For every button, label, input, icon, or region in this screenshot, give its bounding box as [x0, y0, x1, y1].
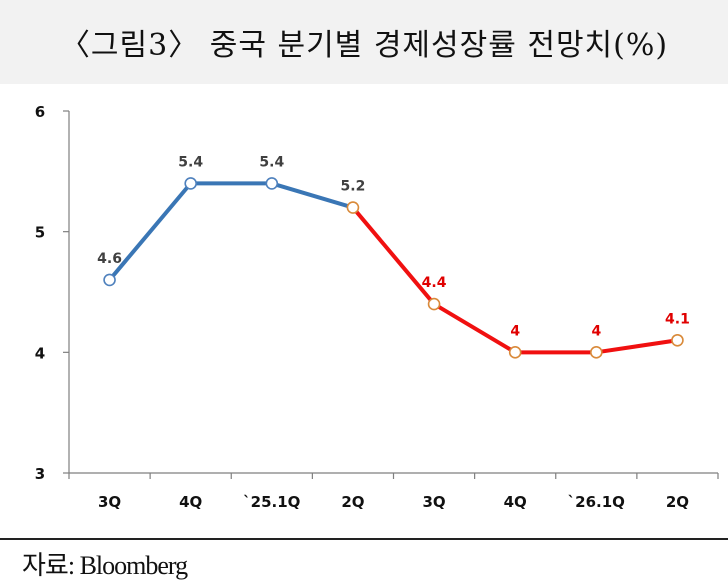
x-tick-label: 3Q — [422, 493, 445, 511]
y-tick-label: 5 — [35, 224, 45, 242]
title-bar: 〈그림3〉 중국 분기별 경제성장률 전망치(%) — [0, 0, 728, 84]
data-label: 5.4 — [178, 154, 203, 170]
x-tick-label: 4Q — [179, 493, 202, 511]
footer-divider — [0, 538, 728, 540]
history-series-line — [108, 181, 354, 282]
y-tick-label: 6 — [35, 103, 45, 121]
data-label: 4 — [510, 323, 520, 339]
axes: 3 4 5 6 3Q 4Q `25.1Q 2Q 3Q 4Q `26.1Q 2Q — [35, 103, 719, 511]
data-label: 5.2 — [341, 179, 366, 195]
line-chart: 3 4 5 6 3Q 4Q `25.1Q 2Q 3Q 4Q `26.1Q 2Q 4.6 5.4 5.4 5.… — [35, 103, 719, 511]
y-tick-label: 4 — [35, 344, 45, 362]
data-point — [427, 297, 441, 311]
data-label: 4.4 — [422, 275, 447, 291]
source-note: 자료: Bloomberg — [22, 551, 188, 580]
x-tick-label: 4Q — [504, 493, 527, 511]
data-point — [346, 201, 360, 214]
x-tick-label: 2Q — [666, 493, 689, 511]
data-point — [103, 273, 116, 287]
data-point — [508, 346, 522, 359]
x-tick-label: 2Q — [341, 493, 364, 511]
y-tick-label: 3 — [35, 465, 45, 483]
chart-title: 〈그림3〉 중국 분기별 경제성장률 전망치(%) — [59, 28, 669, 63]
data-label: 4 — [591, 323, 601, 339]
data-point — [184, 177, 197, 190]
data-point — [671, 333, 684, 347]
data-label: 4.6 — [97, 251, 122, 267]
x-tick-label: `25.1Q — [243, 493, 300, 511]
data-point — [265, 177, 279, 190]
data-labels: 4.6 5.4 5.4 5.2 4.4 4 4 4.1 — [97, 154, 690, 339]
x-tick-label: `26.1Q — [568, 493, 625, 511]
data-label: 5.4 — [259, 154, 284, 170]
data-point — [590, 346, 603, 359]
data-label: 4.1 — [665, 311, 690, 327]
x-tick-label: 3Q — [98, 493, 121, 511]
data-points — [103, 177, 684, 359]
